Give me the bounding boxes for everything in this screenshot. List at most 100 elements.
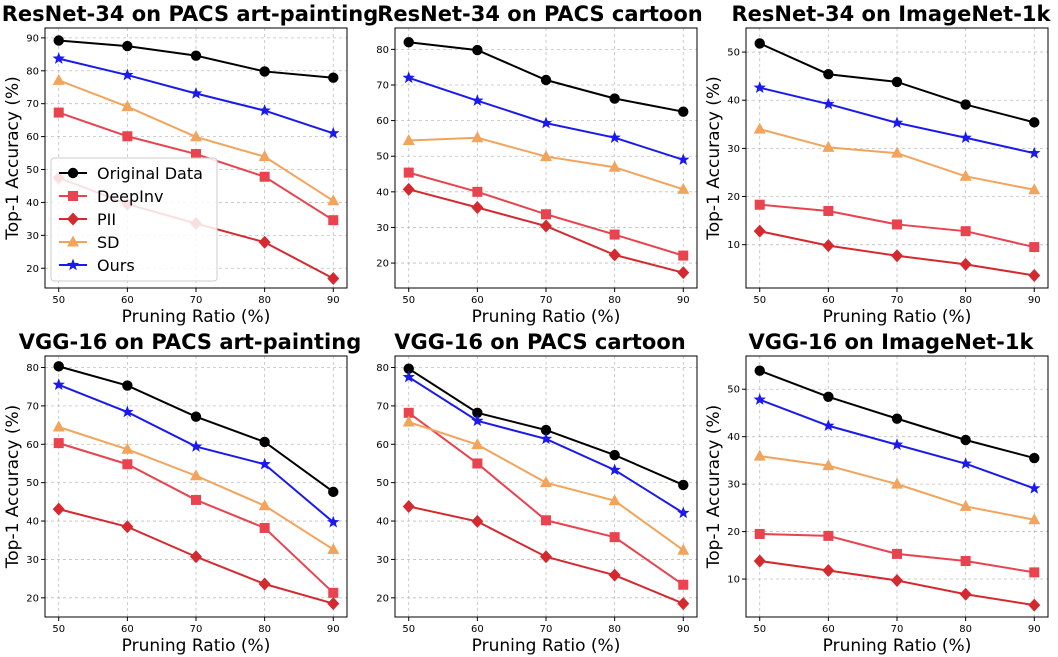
x-tick-label: 90 — [1028, 295, 1041, 306]
data-point-ours — [402, 71, 415, 84]
y-tick-label: 60 — [376, 440, 389, 451]
legend-entry-deepinv: DeepInv — [59, 187, 164, 206]
data-point-original — [472, 44, 483, 56]
data-point-ours — [471, 94, 484, 106]
panel-2: 50 60 70 80 90 20 30 40 50 60 70 80 ResNet-34 on PAC… — [376, 2, 702, 327]
legend-label: Ours — [97, 256, 135, 275]
legend-entry-pii: PII — [59, 210, 116, 229]
plot-frame — [44, 355, 348, 618]
data-point-ours — [753, 81, 766, 93]
data-point-original — [823, 391, 834, 403]
data-point-pii — [327, 597, 340, 611]
y-tick-label: 10 — [727, 240, 740, 251]
y-tick-label: 80 — [376, 45, 389, 56]
data-point-sd — [190, 130, 202, 142]
data-point-original — [678, 479, 689, 491]
data-point-deepinv — [960, 556, 971, 567]
y-tick-label: 30 — [26, 555, 39, 566]
data-point-sd — [121, 442, 134, 454]
data-point-sd — [402, 415, 415, 427]
x-tick-label: 50 — [52, 624, 65, 635]
data-point-deepinv — [892, 548, 902, 559]
series-sd — [52, 420, 340, 554]
series-deepinv — [754, 199, 1040, 253]
series-sd — [52, 73, 340, 206]
series-original — [754, 38, 1040, 128]
data-point-ours — [677, 153, 690, 166]
data-point-sd — [540, 150, 552, 162]
y-tick-label: 20 — [376, 593, 389, 604]
data-point-original — [891, 76, 903, 88]
y-tick-label: 60 — [376, 116, 389, 127]
y-axis-label: Top-1 Accuracy (%) — [3, 76, 23, 240]
data-point-original — [53, 361, 64, 372]
legend-label: Original Data — [97, 164, 203, 183]
x-tick-label: 50 — [402, 624, 415, 635]
series-ours — [52, 378, 340, 528]
data-point-deepinv — [1029, 242, 1040, 253]
data-point-ours — [822, 97, 835, 110]
series-ours — [52, 52, 340, 139]
data-point-original — [328, 486, 339, 498]
data-point-pii — [822, 563, 835, 577]
data-point-original — [540, 74, 552, 86]
y-tick-label: 90 — [26, 33, 39, 44]
data-point-sd — [753, 449, 766, 461]
data-point-deepinv — [472, 186, 483, 197]
legend: Original Data DeepInv PII SD Ours — [50, 157, 218, 282]
data-point-ours — [258, 104, 271, 116]
data-point-pii — [258, 235, 271, 249]
legend-entry-original: Original Data — [59, 164, 203, 183]
y-tick-label: 80 — [26, 363, 39, 374]
x-tick-label: 60 — [822, 295, 835, 306]
data-point-sd — [190, 469, 202, 481]
x-tick-label: 80 — [258, 624, 271, 635]
data-point-ours — [327, 126, 340, 139]
x-axis-label: Pruning Ratio (%) — [122, 307, 271, 327]
data-point-original — [328, 72, 339, 83]
data-point-original — [259, 66, 270, 77]
data-point-pii — [822, 239, 835, 253]
data-point-original — [472, 407, 483, 419]
data-point-pii — [891, 249, 903, 263]
data-point-ours — [608, 131, 621, 143]
data-point-pii — [540, 550, 552, 564]
data-point-sd — [52, 420, 65, 432]
legend-label: PII — [97, 210, 116, 229]
data-point-ours — [959, 457, 972, 469]
data-point-ours — [52, 378, 65, 391]
data-point-original — [259, 436, 270, 448]
legend-marker — [67, 235, 79, 247]
series-sd — [753, 449, 1041, 525]
y-tick-label: 30 — [727, 144, 740, 155]
legend-box — [50, 157, 218, 282]
data-point-pii — [753, 224, 766, 238]
y-tick-label: 70 — [376, 401, 389, 412]
series-sd — [402, 415, 690, 555]
data-point-original — [190, 411, 202, 422]
data-point-original — [53, 35, 64, 46]
data-point-ours — [121, 405, 134, 418]
data-point-sd — [677, 543, 690, 555]
data-point-sd — [471, 131, 484, 143]
data-point-ours — [1028, 146, 1041, 159]
x-tick-label: 80 — [959, 295, 972, 306]
series-deepinv — [53, 107, 339, 226]
data-point-deepinv — [754, 199, 765, 210]
data-point-original — [960, 99, 971, 110]
series-ours — [402, 370, 690, 519]
data-point-deepinv — [122, 131, 133, 142]
y-tick-label: 80 — [26, 66, 39, 77]
y-tick-label: 70 — [26, 99, 39, 110]
data-point-deepinv — [122, 459, 133, 470]
data-point-deepinv — [403, 167, 414, 178]
chart-title: VGG-16 on ImageNet-1k — [749, 330, 1035, 354]
y-tick-label: 50 — [26, 165, 39, 176]
data-point-ours — [890, 116, 904, 129]
y-tick-label: 10 — [727, 575, 740, 586]
data-point-sd — [402, 134, 415, 146]
x-tick-label: 80 — [608, 295, 621, 306]
data-point-ours — [1028, 481, 1041, 494]
x-tick-label: 60 — [822, 624, 835, 635]
